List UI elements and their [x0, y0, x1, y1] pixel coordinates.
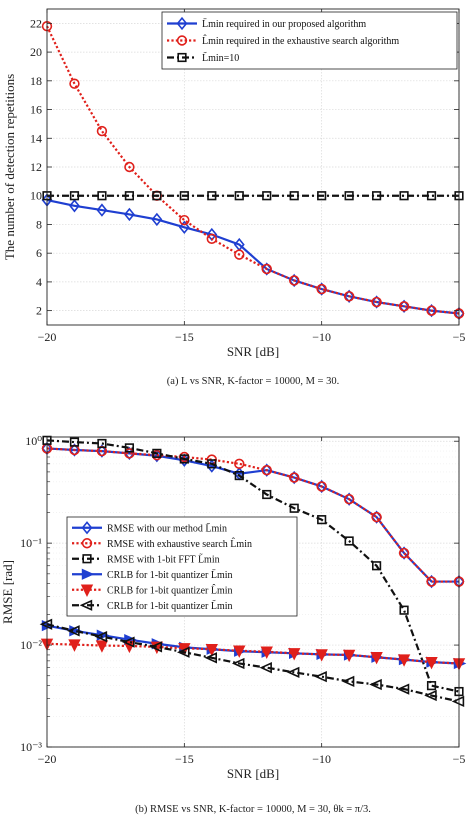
y-tick-label: 20 [30, 45, 42, 59]
legend-entry: L̃min=10 [167, 51, 239, 64]
x-axis-label: SNR [dB] [227, 766, 279, 781]
x-tick-label: −20 [38, 752, 57, 766]
legend-label: CRLB for 1-bit quantizer L̃min [107, 599, 233, 612]
x-tick-label: −15 [175, 752, 194, 766]
x-axis-label: SNR [dB] [227, 344, 279, 359]
y-axis-label: The number of detection repetitions [2, 74, 17, 260]
figure-caption: (b) RMSE vs SNR, K-factor = 10000, M = 3… [135, 804, 371, 815]
x-tick-label: −5 [453, 330, 466, 344]
legend-label: CRLB for 1-bit quantizer L̂min [107, 583, 233, 596]
y-tick-label: 14 [30, 131, 42, 145]
y-tick-label: 4 [36, 275, 42, 289]
chart-panel-b: −20 −15 −10 −5 10⁻³ 10⁻² 10⁻¹ 10⁰ SNR [dB] RMSE [… [0, 434, 465, 815]
legend-label: RMSE with 1-bit FFT L̃min [107, 552, 220, 565]
chart-panel-a: −20 −15 −10 −5 2 4 6 8 10 12 14 16 18 20 22 SNR [dB] The… [2, 9, 465, 387]
y-tick-label: 10⁻² [20, 638, 42, 652]
legend-label: RMSE with our method L̄min [107, 522, 227, 534]
y-tick-label: 2 [36, 304, 42, 318]
legend-label: L̄min required in our proposed algorithm [202, 18, 366, 30]
legend-label: CRLB for 1-bit quantizer L̄min [107, 569, 233, 581]
x-tick-label: −10 [312, 330, 331, 344]
x-tick-label: −15 [175, 330, 194, 344]
y-axis-label: RMSE [rad] [0, 560, 15, 624]
x-tick-label: −20 [38, 330, 57, 344]
legend-label: L̃min=10 [202, 51, 239, 64]
legend-label: RMSE with exhaustive search L̂min [107, 537, 252, 550]
figure-caption: (a) L vs SNR, K-factor = 10000, M = 30. [167, 376, 339, 387]
legend-entry: L̂min required in the exhaustive search … [167, 34, 399, 47]
legend-label: L̂min required in the exhaustive search … [202, 34, 399, 47]
y-tick-label: 10 [30, 189, 42, 203]
y-tick-label: 10⁰ [25, 434, 42, 448]
y-tick-label: 16 [30, 103, 42, 117]
legend: RMSE with our method L̄min RMSE with exha… [67, 517, 297, 616]
y-tick-label: 8 [36, 217, 42, 231]
y-tick-label: 22 [30, 16, 42, 30]
y-tick-label: 18 [30, 74, 42, 88]
y-tick-label: 6 [36, 246, 42, 260]
x-tick-label: −5 [453, 752, 466, 766]
legend: L̄min required in our proposed algorithm… [162, 12, 457, 69]
y-tick-label: 10⁻³ [20, 740, 42, 754]
y-tick-label: 12 [30, 160, 42, 174]
y-tick-label: 10⁻¹ [20, 536, 42, 550]
x-tick-label: −10 [312, 752, 331, 766]
